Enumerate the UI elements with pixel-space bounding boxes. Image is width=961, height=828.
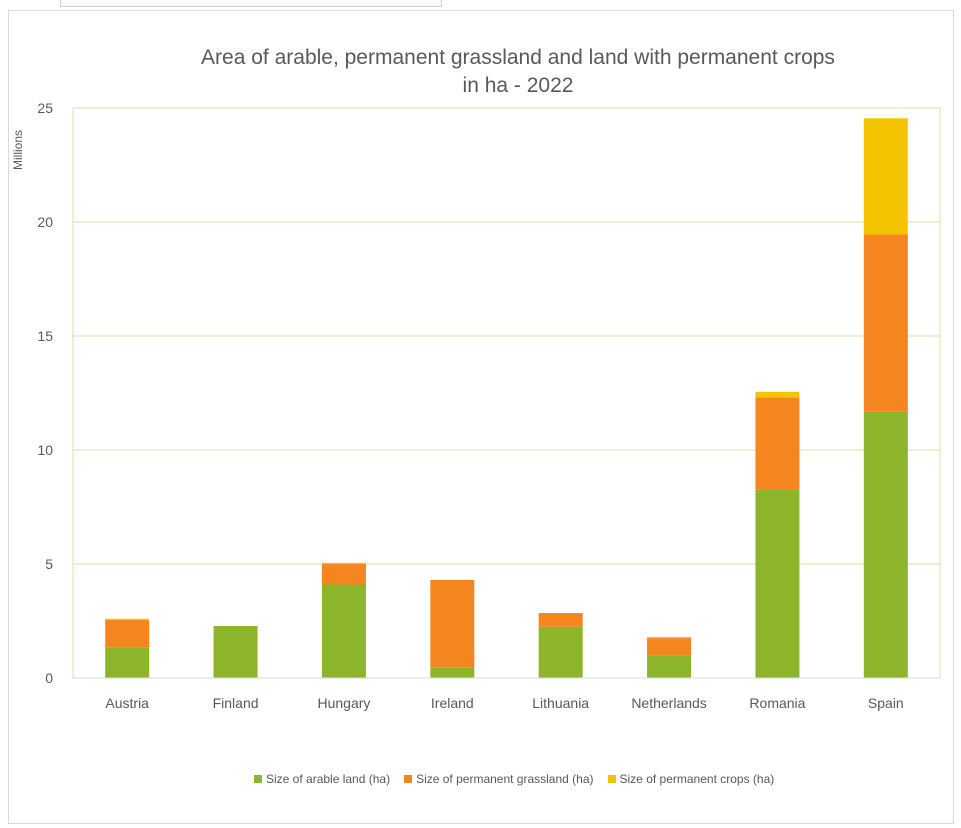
y-tick-label: 20 bbox=[37, 214, 53, 230]
bar-segment-finland-arable bbox=[213, 626, 258, 678]
x-tick-label: Finland bbox=[213, 695, 259, 711]
x-tick-label: Netherlands bbox=[631, 695, 707, 711]
bar-segment-lithuania-grassland bbox=[538, 613, 583, 627]
y-tick-label: 0 bbox=[45, 670, 53, 686]
bar-segment-ireland-arable bbox=[430, 667, 475, 678]
axes: 0 5 10 15 20 25 Austria Finland Hungary Ireland Li… bbox=[37, 100, 940, 711]
bar-segment-romania-arable bbox=[755, 489, 800, 678]
chart-title-line-1: Area of arable, permanent grassland and … bbox=[201, 46, 835, 69]
bars bbox=[105, 118, 908, 678]
legend-label-arable: Size of arable land (ha) bbox=[266, 772, 391, 786]
bar-segment-spain-crops bbox=[863, 118, 908, 235]
chart-title: Area of arable, permanent grassland and … bbox=[8, 44, 961, 100]
bar-segment-austria-crops bbox=[105, 618, 150, 620]
y-tick-label: 5 bbox=[45, 556, 53, 572]
x-tick-label: Austria bbox=[105, 695, 149, 711]
legend-label-grassland: Size of permanent grassland (ha) bbox=[416, 772, 594, 786]
bar-segment-spain-arable bbox=[863, 411, 908, 678]
legend-swatch-grassland bbox=[404, 775, 413, 783]
y-tick-label: 15 bbox=[37, 328, 53, 344]
x-tick-label: Hungary bbox=[317, 695, 370, 711]
bar-segment-lithuania-arable bbox=[538, 626, 583, 678]
legend-swatch-arable bbox=[254, 775, 262, 783]
y-axis-label: Millions bbox=[11, 130, 25, 170]
y-tick-label: 25 bbox=[37, 100, 53, 116]
legend-label-crops: Size of permanent crops (ha) bbox=[619, 772, 775, 786]
legend: Size of arable land (ha) Size of permane… bbox=[254, 772, 774, 786]
bar-segment-romania-crops bbox=[755, 391, 800, 398]
bar-segment-romania-grassland bbox=[755, 397, 800, 490]
bar-chart: 0 5 10 15 20 25 Austria Finland Hungary Ireland Li… bbox=[11, 100, 941, 711]
bar-segment-netherlands-crops bbox=[647, 636, 692, 639]
x-tick-label: Lithuania bbox=[532, 695, 589, 711]
x-tick-label: Romania bbox=[749, 695, 805, 711]
legend-item-arable: Size of arable land (ha) bbox=[254, 772, 390, 786]
top-tab-strip bbox=[60, 0, 442, 7]
y-tick-label: 10 bbox=[37, 442, 53, 458]
bar-segment-netherlands-arable bbox=[647, 655, 692, 678]
bar-segment-spain-grassland bbox=[863, 234, 908, 412]
legend-swatch-crops bbox=[607, 775, 616, 783]
x-tick-label: Spain bbox=[868, 695, 904, 711]
legend-item-grassland: Size of permanent grassland (ha) bbox=[404, 772, 594, 786]
x-tick-label: Ireland bbox=[431, 695, 474, 711]
bar-segment-austria-grassland bbox=[105, 619, 150, 648]
grid-lines bbox=[72, 107, 941, 678]
chart-title-line-2: in ha - 2022 bbox=[462, 74, 574, 97]
bar-segment-hungary-arable bbox=[321, 584, 366, 678]
bar-segment-austria-arable bbox=[105, 647, 150, 678]
bar-segment-ireland-grassland bbox=[430, 579, 475, 668]
legend-item-crops: Size of permanent crops (ha) bbox=[607, 772, 775, 786]
bar-segment-hungary-grassland bbox=[321, 564, 366, 585]
bar-segment-hungary-crops bbox=[321, 562, 366, 564]
bar-segment-netherlands-grassland bbox=[647, 638, 692, 656]
